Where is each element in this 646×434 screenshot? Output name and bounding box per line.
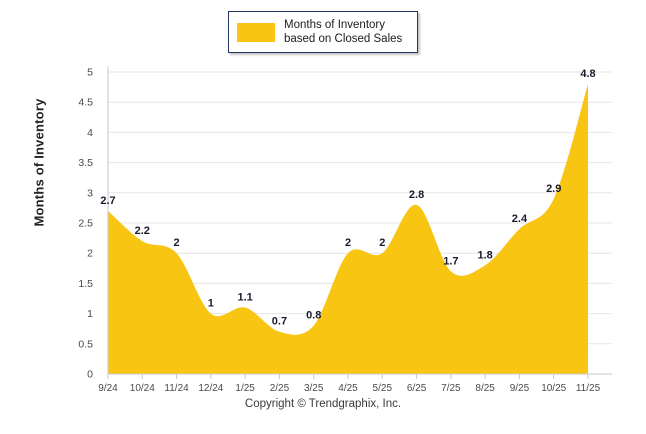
x-tick-label: 6/25	[407, 383, 427, 394]
data-point-label: 0.7	[272, 316, 287, 328]
y-tick-label: 2.5	[78, 218, 93, 230]
x-tick-label: 8/25	[475, 383, 495, 394]
data-point-label: 2	[174, 237, 180, 249]
chart-legend[interactable]: Months of Inventory based on Closed Sale…	[228, 11, 418, 53]
data-point-label: 2.4	[512, 213, 528, 225]
data-point-label: 1.8	[477, 249, 492, 261]
x-axis-tick-labels: 9/24 10/24 11/24 12/24 1/25 2/25 3/25 4/25 5/25 6…	[98, 383, 600, 394]
x-tick-label: 12/24	[198, 383, 223, 394]
area-path	[108, 84, 588, 374]
data-point-label: 2	[379, 237, 385, 249]
x-tick-label: 11/25	[576, 383, 601, 394]
y-tick-label: 4.5	[78, 97, 93, 109]
data-point-labels: 2.7 2.2 2 1 1.1 0.7 0.8 2 2 2.8 1.7 1.8 2.4 2.9 4.8	[100, 68, 595, 328]
x-tick-label: 10/24	[130, 383, 155, 394]
y-tick-label: 0.5	[78, 338, 93, 350]
y-tick-label: 5	[87, 67, 93, 79]
x-tick-label: 7/25	[441, 383, 461, 394]
data-point-label: 4.8	[580, 68, 595, 80]
x-tick-label: 9/25	[510, 383, 530, 394]
data-point-label: 1.7	[443, 255, 458, 267]
legend-series-label: Months of Inventory based on Closed Sale…	[284, 19, 403, 45]
x-tick-label: 2/25	[270, 383, 290, 394]
x-tick-label: 9/24	[98, 383, 118, 394]
data-point-label: 2	[345, 237, 351, 249]
y-tick-label: 4	[87, 127, 93, 139]
data-point-label: 0.8	[306, 310, 321, 322]
y-tick-label: 1.5	[78, 278, 93, 290]
y-tick-label: 3.5	[78, 157, 93, 169]
axis-lines	[107, 66, 612, 379]
area-series-fill	[108, 84, 588, 374]
data-point-label: 2.7	[100, 195, 115, 207]
x-tick-label: 5/25	[373, 383, 393, 394]
y-tick-label: 3	[87, 187, 93, 199]
x-tick-label: 1/25	[235, 383, 255, 394]
y-axis-tick-labels: 0 0.5 1 1.5 2 2.5 3 3.5 4 4.5 5	[78, 67, 93, 381]
copyright-note: Copyright © Trendgraphix, Inc.	[244, 398, 402, 410]
y-tick-label: 1	[87, 308, 93, 320]
x-tick-label: 4/25	[338, 383, 358, 394]
data-point-label: 2.9	[546, 183, 561, 195]
data-point-label: 2.2	[135, 225, 150, 237]
data-point-label: 1	[208, 298, 214, 310]
x-tick-label: 11/24	[164, 383, 189, 394]
y-tick-label: 0	[87, 369, 93, 381]
x-tick-label: 10/25	[541, 383, 566, 394]
data-point-label: 2.8	[409, 189, 424, 201]
x-tick-label: 3/25	[304, 383, 324, 394]
legend-color-swatch-icon	[237, 22, 275, 42]
y-tick-label: 2	[87, 248, 93, 260]
data-point-label: 1.1	[237, 292, 252, 304]
